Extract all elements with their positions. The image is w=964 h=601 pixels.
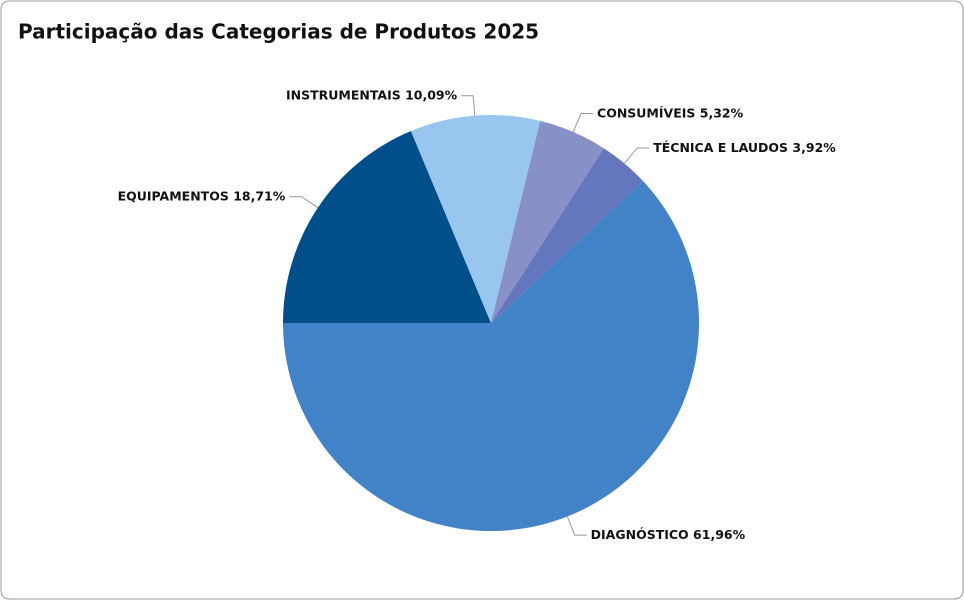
data-label: INSTRUMENTAIS 10,09% [286,87,458,102]
pie-slice [283,180,700,532]
leader-line [572,113,594,133]
value-label: 18,71% [233,188,286,203]
leader-line [461,95,476,116]
data-label: EQUIPAMENTOS 18,71% [118,188,286,203]
leader-line [624,147,650,164]
value-label: 5,32% [700,105,744,120]
leader-line [566,516,587,536]
pie-slice [491,148,643,323]
category-name: INSTRUMENTAIS [286,87,401,102]
data-label: CONSUMÍVEIS 5,32% [597,105,744,120]
value-label: 10,09% [405,87,458,102]
leader-line [289,196,319,209]
pie-slice [491,120,604,323]
data-label: DIAGNÓSTICO 61,96% [591,527,746,542]
chart-title: Participação das Categorias de Produtos … [18,20,539,44]
value-label: 61,96% [693,527,746,542]
category-name: CONSUMÍVEIS [597,105,695,120]
category-name: TÉCNICA E LAUDOS [653,140,788,155]
value-label: 3,92% [792,140,836,155]
category-name: EQUIPAMENTOS [118,188,229,203]
data-label: TÉCNICA E LAUDOS 3,92% [653,140,836,155]
pie-slice [283,131,491,323]
category-name: DIAGNÓSTICO [591,527,689,542]
pie-slice [410,115,541,323]
